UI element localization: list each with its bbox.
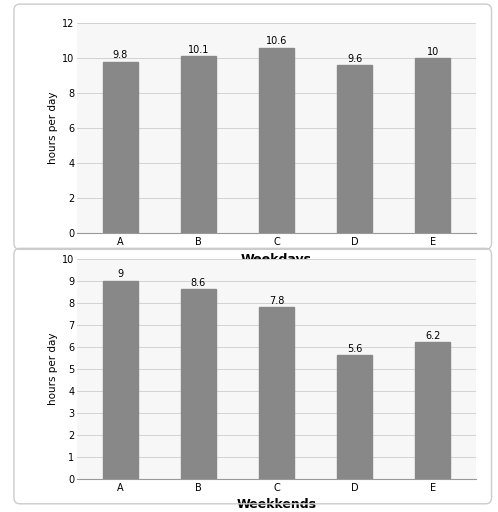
Text: 10: 10 [426, 47, 439, 57]
Bar [103, 281, 138, 479]
Bar [337, 65, 372, 233]
Text: 9: 9 [117, 269, 123, 279]
Bar [181, 289, 216, 479]
Text: 10.1: 10.1 [188, 45, 209, 55]
Bar [415, 58, 450, 233]
Bar [103, 61, 138, 233]
Bar [337, 355, 372, 479]
Text: 9.8: 9.8 [113, 51, 128, 60]
X-axis label: Weekkends: Weekkends [237, 499, 316, 511]
Text: 8.6: 8.6 [191, 278, 206, 288]
Bar [259, 307, 294, 479]
Text: 9.6: 9.6 [347, 54, 362, 64]
Text: 6.2: 6.2 [425, 331, 440, 341]
X-axis label: Weekdays: Weekdays [241, 253, 312, 266]
Text: 5.6: 5.6 [347, 344, 362, 354]
Y-axis label: hours per day: hours per day [48, 92, 58, 164]
Bar [259, 48, 294, 233]
Bar [415, 342, 450, 479]
Y-axis label: hours per day: hours per day [48, 332, 58, 405]
Bar [181, 56, 216, 233]
Text: 10.6: 10.6 [266, 36, 287, 47]
Text: 7.8: 7.8 [269, 295, 284, 306]
